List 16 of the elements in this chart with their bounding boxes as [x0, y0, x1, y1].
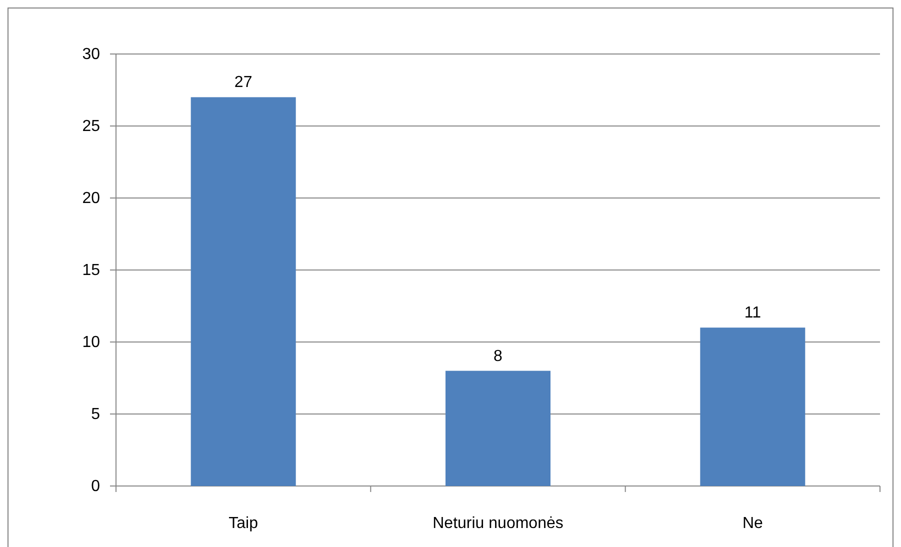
data-label: 27	[234, 74, 252, 92]
x-tick-label: Taip	[228, 515, 258, 532]
x-tick-label: Ne	[742, 515, 763, 532]
y-tick-label: 30	[82, 46, 100, 64]
y-tick-label: 5	[91, 406, 100, 424]
y-tick-label: 15	[82, 262, 100, 280]
data-label: 11	[744, 304, 762, 322]
y-tick-label: 20	[82, 190, 100, 208]
bar	[190, 97, 296, 486]
y-tick-label: 10	[82, 334, 100, 352]
bar	[446, 370, 550, 486]
y-tick-label: 25	[82, 118, 100, 136]
x-tick-label: Neturiu nuomonės	[432, 515, 564, 532]
data-label: 8	[494, 348, 503, 365]
y-tick-label: 0	[91, 478, 100, 496]
bar	[700, 328, 806, 486]
